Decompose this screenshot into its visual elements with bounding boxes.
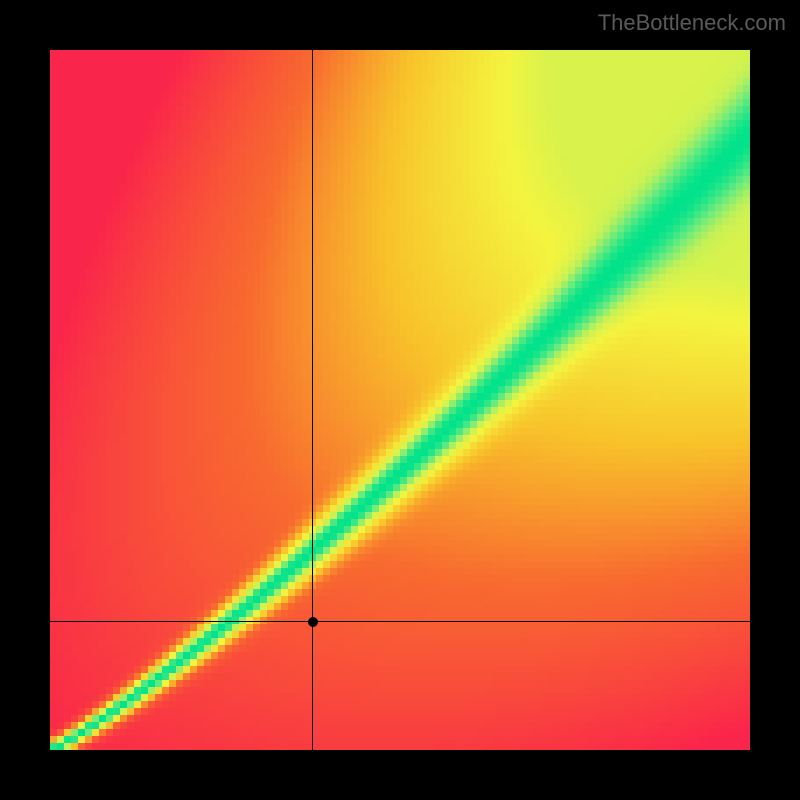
data-point-marker	[308, 617, 318, 627]
heatmap-plot	[50, 50, 750, 750]
watermark-text: TheBottleneck.com	[598, 10, 786, 36]
crosshair-vertical	[312, 50, 313, 750]
crosshair-horizontal	[50, 621, 750, 622]
heatmap-canvas	[50, 50, 750, 750]
